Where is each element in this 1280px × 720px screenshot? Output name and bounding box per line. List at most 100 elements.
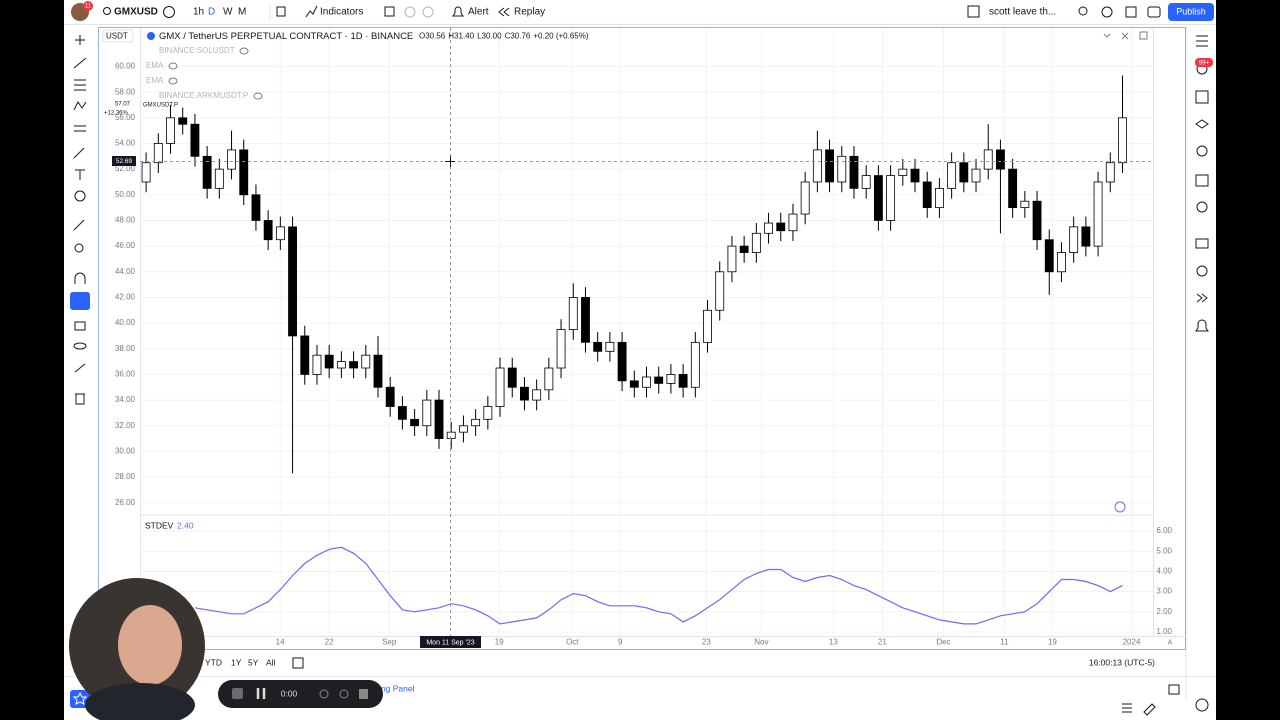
close-button[interactable]: [1121, 32, 1129, 40]
hidden-icon[interactable]: [253, 92, 263, 100]
range-button[interactable]: All: [266, 657, 276, 667]
candle-body: [654, 376, 664, 384]
emoji-tool[interactable]: [74, 190, 86, 202]
overlay-name[interactable]: EMA: [146, 61, 164, 70]
hidden-icon[interactable]: [168, 62, 178, 70]
notifications-icon[interactable]: [1195, 319, 1209, 332]
restart-button[interactable]: [339, 689, 349, 699]
interval[interactable]: W: [223, 7, 233, 18]
maximize-button[interactable]: [1139, 31, 1148, 40]
fullscreen-icon[interactable]: [1125, 6, 1137, 18]
templates-icon[interactable]: [384, 6, 395, 17]
redo-icon[interactable]: [422, 6, 434, 18]
trendline-tool[interactable]: [73, 57, 87, 69]
overlay-name[interactable]: BINANCE:ARKMUSDT.P: [159, 91, 248, 100]
help-icon[interactable]: [1195, 698, 1209, 712]
text-tool[interactable]: [75, 169, 85, 180]
layers-icon[interactable]: [1195, 119, 1209, 129]
undo-icon[interactable]: [404, 6, 416, 18]
layout-name[interactable]: scott leave th...: [989, 7, 1056, 18]
alert-button[interactable]: Alert: [468, 7, 489, 18]
link-tool[interactable]: [74, 363, 86, 373]
chat-icon[interactable]: [1195, 238, 1209, 249]
active-tool[interactable]: [70, 292, 90, 310]
streams-icon[interactable]: [1196, 265, 1208, 277]
price-marker: +12.36%: [104, 111, 129, 117]
lock-tool[interactable]: [74, 321, 86, 331]
candle-body: [764, 222, 773, 234]
snapshot-icon[interactable]: [1147, 6, 1161, 18]
goto-date-icon[interactable]: [292, 657, 304, 669]
currency-box[interactable]: [102, 29, 134, 43]
candle-body: [1057, 252, 1066, 273]
symbol-search[interactable]: GMXUSD: [114, 7, 158, 18]
chart-type-icon[interactable]: [276, 6, 286, 17]
candle-body: [715, 271, 725, 311]
grid-button[interactable]: [319, 689, 329, 699]
interval[interactable]: 1h: [193, 7, 204, 18]
layout-icon[interactable]: [967, 5, 980, 18]
y-tick-label: 26.00: [115, 498, 136, 507]
forecast-tool[interactable]: [74, 125, 86, 132]
value: 30.00: [482, 32, 503, 41]
overlay-name[interactable]: BINANCE:SOLUSDT: [159, 46, 235, 55]
candle-body: [800, 181, 810, 215]
alert-icon[interactable]: [452, 6, 464, 17]
range-button[interactable]: 1Y: [231, 657, 242, 667]
auto-scale[interactable]: A: [1168, 639, 1173, 646]
stdev-line: [194, 546, 1123, 625]
interval[interactable]: D: [208, 7, 215, 18]
measure-tool[interactable]: [73, 219, 85, 231]
delete-tool[interactable]: [75, 393, 85, 405]
pattern-tool[interactable]: [73, 101, 87, 111]
indicators-icon[interactable]: [305, 5, 318, 18]
hidden-icon[interactable]: [168, 77, 178, 85]
quick-search-icon[interactable]: [1078, 6, 1088, 16]
data-window-icon[interactable]: [1195, 90, 1209, 104]
hidden-icon[interactable]: [239, 47, 249, 55]
candle-body: [483, 406, 493, 420]
indicators-button[interactable]: Indicators: [320, 7, 363, 18]
brush-tool[interactable]: [73, 147, 85, 159]
x-tick-label: 23: [702, 638, 711, 647]
panel-tab[interactable]: ing Panel: [379, 683, 415, 693]
publish-button[interactable]: Publish: [1176, 6, 1206, 16]
search-icon[interactable]: [103, 7, 111, 15]
calendar-icon[interactable]: [1195, 174, 1209, 187]
replay-icon[interactable]: [498, 7, 510, 17]
eraser-icon[interactable]: [1143, 703, 1156, 716]
replay-panel-icon[interactable]: [1196, 293, 1208, 303]
lightning-icon[interactable]: [1114, 501, 1126, 513]
fib-tool[interactable]: [74, 79, 86, 91]
stop-button[interactable]: [232, 688, 243, 699]
currency[interactable]: USDT: [106, 32, 128, 41]
replay-button[interactable]: Replay: [514, 7, 545, 18]
indicator-name[interactable]: STDEV: [145, 520, 174, 530]
candle-body: [190, 123, 200, 157]
watchlist-icon[interactable]: [1196, 35, 1208, 47]
candle-body: [263, 220, 273, 241]
zoom-tool[interactable]: [74, 243, 84, 253]
publish-button-bg[interactable]: [1168, 3, 1214, 21]
maximize-panel[interactable]: [1168, 684, 1180, 695]
pause-button[interactable]: [256, 688, 266, 699]
ideas-icon[interactable]: [1196, 201, 1208, 213]
candle-body: [471, 418, 481, 427]
range-button[interactable]: 5Y: [248, 657, 259, 667]
candle-body: [166, 117, 175, 144]
interval[interactable]: M: [238, 7, 246, 18]
x-tick-label: Nov: [754, 638, 768, 647]
collapse-button[interactable]: [1103, 33, 1111, 38]
delete-button[interactable]: [359, 689, 368, 699]
crosshair-tool[interactable]: [75, 35, 85, 45]
magnet-tool[interactable]: [74, 272, 86, 284]
menu-icon[interactable]: [1122, 703, 1132, 713]
favorite-button[interactable]: [70, 690, 90, 708]
range-button[interactable]: YTD: [205, 657, 222, 667]
hotlist-icon[interactable]: [1196, 145, 1208, 157]
overlay-name[interactable]: EMA: [146, 76, 164, 85]
visibility-tool[interactable]: [73, 342, 87, 350]
compare-icon[interactable]: [163, 6, 175, 18]
candle-body: [959, 162, 969, 183]
settings-icon[interactable]: [1101, 6, 1113, 18]
